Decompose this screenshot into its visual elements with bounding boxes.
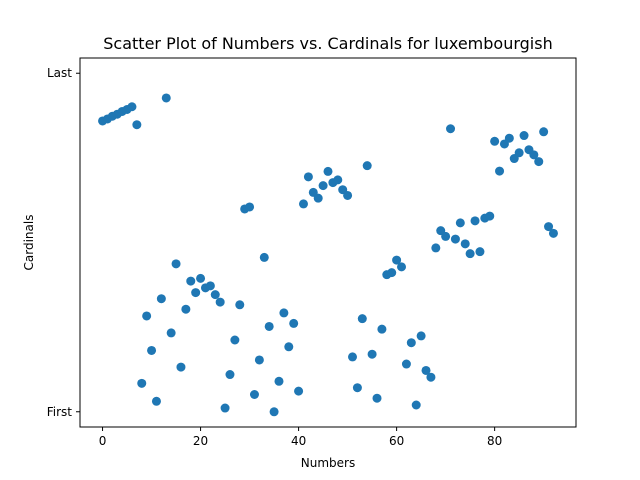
data-point [504,133,514,143]
data-point [210,290,220,300]
data-point [357,314,367,324]
data-point [416,331,426,341]
data-point [323,166,333,176]
axes-frame [79,57,577,428]
x-tick-label: 20 [193,434,208,448]
data-point [539,127,549,137]
data-point [269,407,279,417]
data-point [225,370,235,380]
data-point [470,216,480,226]
data-point [411,400,421,410]
data-point [313,193,323,203]
data-point [318,181,328,191]
data-point [397,262,407,272]
data-point [519,131,529,141]
data-point [284,342,294,352]
x-axis-ticks: 0 20 40 60 80 [99,427,502,448]
data-point [279,308,289,318]
y-tick-label: First [47,405,73,419]
x-tick-label: 0 [99,434,107,448]
data-point [196,273,206,283]
data-point [392,255,402,265]
y-tick-label: Last [47,66,72,80]
data-point [406,338,416,348]
data-point [294,386,304,396]
data-point [264,321,274,331]
data-point [230,335,240,345]
x-axis-label: Numbers [301,456,355,470]
data-point [387,268,397,278]
data-point [421,365,431,375]
data-point [401,359,411,369]
data-point [372,393,382,403]
x-tick-label: 40 [291,434,306,448]
data-point [220,403,230,413]
data-point [132,120,142,130]
data-point [156,294,166,304]
data-point [137,378,147,388]
data-point [460,239,470,249]
data-point [441,231,451,241]
data-point [529,150,539,160]
data-point [362,161,372,171]
data-point [186,276,196,286]
data-point [245,202,255,212]
data-point [495,166,505,176]
data-point [147,345,157,355]
y-axis-label: Cardinals [22,215,36,271]
data-point [235,300,245,310]
data-point [249,390,259,399]
data-point [450,234,460,244]
data-point [534,157,544,167]
chart-title: Scatter Plot of Numbers vs. Cardinals fo… [103,34,552,53]
data-point [348,352,358,362]
x-tick-label: 60 [389,434,404,448]
data-point [426,372,436,382]
data-point [465,249,475,259]
data-point [298,199,308,209]
data-point [343,190,353,200]
y-axis-ticks: First Last [47,66,80,419]
data-point [171,259,181,269]
data-point [352,383,362,393]
data-point [274,376,284,386]
x-tick-label: 80 [487,434,502,448]
data-point [176,362,186,372]
data-point [367,349,377,359]
data-point [455,218,465,228]
data-point [215,297,225,307]
data-point [475,247,485,257]
data-point [166,328,176,338]
data-point [377,324,387,334]
data-point [142,311,152,321]
data-point [485,211,495,221]
data-point [514,148,524,158]
data-point [181,304,191,314]
data-point [254,355,264,365]
data-points [98,93,558,417]
data-point [490,136,500,146]
data-point [127,102,137,112]
data-point [333,175,343,185]
data-point [548,228,558,238]
data-point [151,396,161,406]
data-point [259,252,269,262]
data-point [544,222,554,232]
data-point [161,93,171,103]
data-point [205,281,215,291]
data-point [446,124,456,134]
data-point [289,318,299,328]
data-point [191,288,201,298]
data-point [303,172,313,182]
data-point [431,243,441,253]
